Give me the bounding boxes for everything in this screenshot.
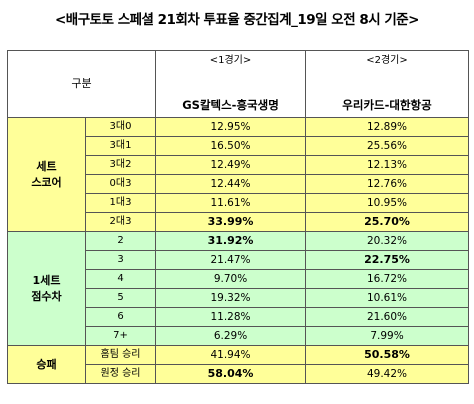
table-row: 세트 스코어 3대0 12.95% 12.89% [7, 117, 469, 232]
game-1-rate: 12.49% [155, 155, 306, 175]
game-1-rate: 21.47% [155, 250, 306, 270]
row-label: 4 [85, 269, 156, 289]
table-row: 원정 승리 58.04% 49.42% [8, 364, 469, 384]
game-1-rate: 9.70% [155, 269, 306, 289]
row-label: 6 [85, 307, 156, 327]
game-2-teams: 우리카드-대한항공 [342, 98, 432, 112]
game-1-rate: 11.61% [155, 193, 306, 213]
group-label-line: 승패 [36, 357, 57, 371]
group-label-line: 세트 [36, 159, 57, 173]
header-game-2: <2경기> 우리카드-대한항공 [305, 50, 469, 118]
header-game-1: <1경기> GS칼텍스-흥국생명 [155, 50, 306, 118]
row-label: 0대3 [85, 174, 156, 194]
game-1-rate: 11.28% [155, 307, 306, 327]
game-2-rate: 49.42% [305, 364, 469, 384]
game-2-rate: 25.70% [305, 212, 469, 232]
game-2-rate: 12.89% [305, 117, 469, 137]
game-1-rate: 31.92% [155, 231, 306, 251]
game-1-rate: 12.95% [155, 117, 306, 137]
game-1-rate: 41.94% [155, 345, 306, 365]
game-2-rate: 10.61% [305, 288, 469, 308]
row-label: 3대1 [85, 136, 156, 156]
game-1-number: <1경기> [209, 55, 252, 66]
row-label: 3대2 [85, 155, 156, 175]
group-label: 승패 [7, 345, 86, 384]
table-row: 3대2 12.49% 12.13% [8, 155, 469, 175]
row-label: 3 [85, 250, 156, 270]
table-row: 1세트 점수차 2 31.92% 20.32% [7, 231, 469, 346]
row-label: 원정 승리 [85, 364, 156, 384]
row-label: 7+ [85, 326, 156, 346]
game-2-rate: 10.95% [305, 193, 469, 213]
game-2-rate: 25.56% [305, 136, 469, 156]
game-2-rate: 50.58% [305, 345, 469, 365]
game-1-rate: 58.04% [155, 364, 306, 384]
game-2-rate: 12.76% [305, 174, 469, 194]
game-2-rate: 7.99% [305, 326, 469, 346]
page-title: <배구토토 스페셜 21회차 투표율 중간집계_19일 오전 8시 기준> [55, 12, 419, 28]
group-label-line: 스코어 [31, 175, 62, 189]
row-label: 2 [85, 231, 156, 251]
game-1-teams: GS칼텍스-흥국생명 [182, 98, 279, 112]
game-2-rate: 16.72% [305, 269, 469, 289]
row-label: 5 [85, 288, 156, 308]
header-row: 구분 <1경기> GS칼텍스-흥국생명 <2경기> 우리카드-대한항공 [7, 50, 469, 118]
game-1-rate: 33.99% [155, 212, 306, 232]
group-label-line: 1세트 [32, 273, 61, 287]
game-1-rate: 19.32% [155, 288, 306, 308]
table-row: 2대3 33.99% 25.70% [8, 212, 469, 232]
game-2-rate: 22.75% [305, 250, 469, 270]
table-row: 승패 홈팀 승리 41.94% 50.58% [7, 345, 469, 384]
group-label-line: 점수차 [31, 289, 62, 303]
game-2-number: <2경기> [366, 55, 408, 66]
header-gubun: 구분 [7, 50, 156, 118]
game-1-rate: 6.29% [155, 326, 306, 346]
table-row: 5 19.32% 10.61% [8, 288, 469, 308]
table-row: 1대3 11.61% 10.95% [8, 193, 469, 213]
table-row: 3 21.47% 22.75% [8, 250, 469, 270]
table-row: 6 11.28% 21.60% [8, 307, 469, 327]
game-2-rate: 12.13% [305, 155, 469, 175]
table-row: 4 9.70% 16.72% [8, 269, 469, 289]
row-label: 3대0 [85, 117, 156, 137]
row-label: 홈팀 승리 [85, 345, 156, 365]
row-label: 1대3 [85, 193, 156, 213]
game-2-rate: 20.32% [305, 231, 469, 251]
game-1-rate: 12.44% [155, 174, 306, 194]
game-1-rate: 16.50% [155, 136, 306, 156]
game-2-rate: 21.60% [305, 307, 469, 327]
row-label: 2대3 [85, 212, 156, 232]
